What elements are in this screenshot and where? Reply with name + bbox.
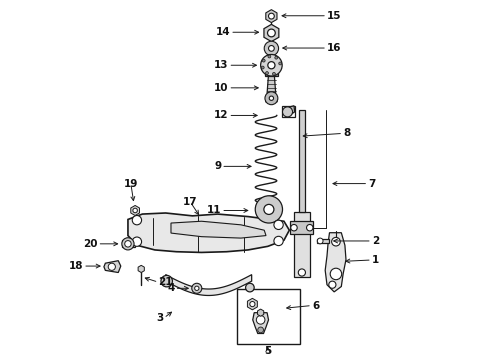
Text: 3: 3 — [156, 313, 163, 323]
Circle shape — [191, 283, 202, 293]
Polygon shape — [298, 110, 304, 212]
Circle shape — [273, 220, 283, 229]
Polygon shape — [266, 74, 275, 93]
Circle shape — [132, 237, 142, 246]
Circle shape — [267, 29, 275, 37]
Circle shape — [124, 240, 131, 247]
Polygon shape — [282, 107, 295, 117]
Text: 15: 15 — [326, 11, 341, 21]
Text: 8: 8 — [343, 129, 349, 138]
Polygon shape — [293, 212, 309, 277]
Circle shape — [267, 55, 270, 58]
Text: 4: 4 — [167, 283, 174, 293]
Polygon shape — [171, 221, 265, 238]
Circle shape — [264, 41, 278, 55]
Polygon shape — [122, 240, 135, 247]
Circle shape — [268, 45, 274, 51]
Text: 17: 17 — [183, 197, 197, 207]
Text: 5: 5 — [264, 346, 271, 356]
Polygon shape — [265, 10, 276, 23]
Text: 20: 20 — [83, 239, 97, 249]
Circle shape — [265, 72, 268, 75]
Polygon shape — [165, 275, 251, 296]
Circle shape — [108, 263, 115, 270]
Circle shape — [331, 237, 340, 246]
Polygon shape — [265, 95, 277, 102]
Text: 14: 14 — [215, 27, 230, 37]
Polygon shape — [325, 233, 346, 292]
Text: 2: 2 — [371, 236, 378, 246]
Circle shape — [298, 269, 305, 276]
Polygon shape — [130, 206, 139, 216]
Text: 13: 13 — [213, 60, 228, 70]
Polygon shape — [257, 309, 263, 316]
Circle shape — [269, 96, 273, 100]
Polygon shape — [264, 71, 277, 76]
Circle shape — [272, 72, 275, 75]
Circle shape — [122, 238, 134, 250]
Circle shape — [329, 268, 341, 280]
Circle shape — [132, 216, 142, 225]
Circle shape — [255, 196, 282, 223]
Circle shape — [264, 204, 273, 215]
Text: 12: 12 — [213, 111, 228, 121]
Circle shape — [249, 301, 254, 307]
Bar — [237, 289, 300, 344]
Circle shape — [273, 236, 283, 246]
Circle shape — [317, 238, 323, 244]
Text: 6: 6 — [311, 301, 319, 311]
Circle shape — [261, 66, 264, 69]
Circle shape — [257, 327, 263, 333]
Polygon shape — [138, 265, 144, 273]
Text: 11: 11 — [206, 206, 221, 216]
Text: 7: 7 — [367, 179, 375, 189]
Text: 18: 18 — [68, 261, 83, 271]
Polygon shape — [264, 24, 278, 41]
Text: 19: 19 — [123, 179, 138, 189]
Circle shape — [274, 56, 277, 59]
Circle shape — [161, 275, 172, 287]
Circle shape — [278, 62, 281, 65]
Text: 21: 21 — [158, 277, 173, 287]
Circle shape — [133, 208, 137, 213]
Circle shape — [268, 13, 274, 19]
Circle shape — [306, 225, 312, 231]
Circle shape — [262, 59, 264, 62]
Circle shape — [245, 283, 254, 292]
Circle shape — [290, 225, 297, 231]
Polygon shape — [284, 106, 294, 116]
Circle shape — [267, 62, 274, 69]
Circle shape — [194, 286, 199, 291]
Circle shape — [260, 54, 282, 76]
Polygon shape — [128, 213, 289, 252]
Circle shape — [328, 281, 335, 288]
Text: 16: 16 — [326, 43, 341, 53]
Circle shape — [264, 92, 277, 105]
Text: 10: 10 — [213, 83, 228, 93]
Polygon shape — [104, 261, 121, 273]
Polygon shape — [247, 298, 257, 310]
Circle shape — [282, 107, 292, 117]
Polygon shape — [290, 221, 313, 234]
Polygon shape — [252, 313, 268, 333]
Text: 1: 1 — [371, 255, 378, 265]
Text: 9: 9 — [214, 161, 221, 171]
Polygon shape — [317, 239, 328, 243]
Circle shape — [256, 316, 264, 324]
